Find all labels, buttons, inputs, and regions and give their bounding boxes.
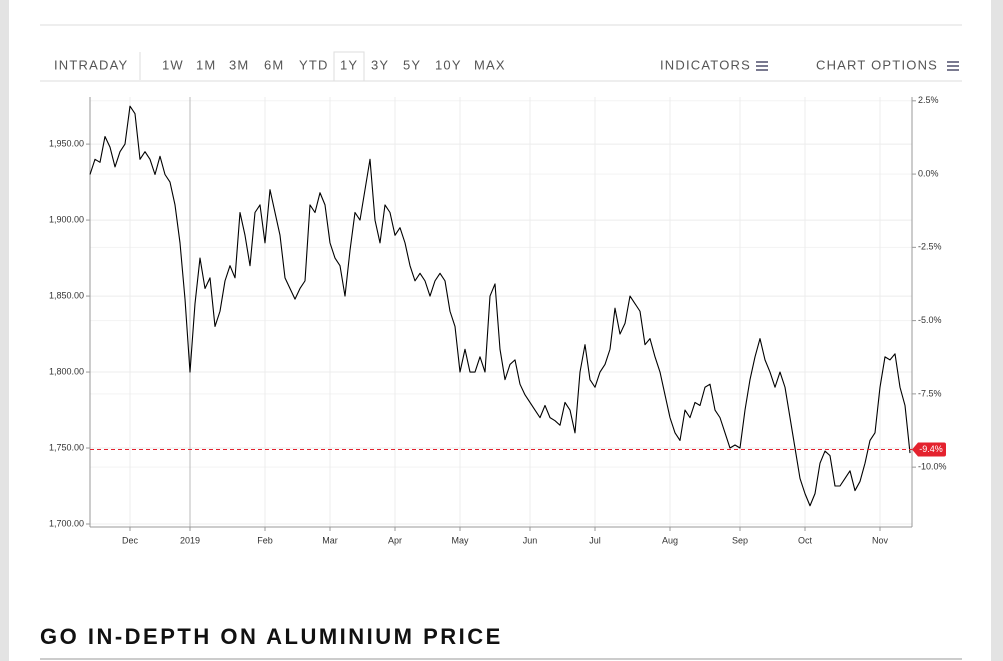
menu-icon xyxy=(947,61,959,71)
y-tick-label: 1,950.00 xyxy=(49,138,84,148)
x-tick-label: Nov xyxy=(872,535,889,545)
x-tick-label: Apr xyxy=(388,535,402,545)
range-button[interactable]: MAX xyxy=(474,57,506,72)
menu-icon xyxy=(756,61,768,71)
chart: 1,700.00 1,750.00 1,800.00 1,850.00 1,900.00… xyxy=(49,95,947,545)
x-tick-label: Mar xyxy=(322,535,338,545)
x-tick-label: Oct xyxy=(798,535,813,545)
y2-tick-label: -5.0% xyxy=(918,315,942,325)
section-heading: GO IN-DEPTH ON ALUMINIUM PRICE xyxy=(40,624,503,649)
y2-tick-label: -2.5% xyxy=(918,242,942,252)
y-tick-label: 1,800.00 xyxy=(49,366,84,376)
chart-options-button[interactable]: CHART OPTIONS xyxy=(816,57,938,72)
y-tick-label: 1,900.00 xyxy=(49,214,84,224)
x-tick-label: Aug xyxy=(662,535,678,545)
x-tick-label: Jul xyxy=(589,535,601,545)
x-tick-label: Dec xyxy=(122,535,139,545)
range-button[interactable]: YTD xyxy=(299,57,329,72)
x-tick-label: Feb xyxy=(257,535,273,545)
range-button[interactable]: 3Y xyxy=(371,57,389,72)
toolbar: INTRADAY 1W 1M 3M 6M YTD 1Y 3Y 5Y 10Y MAX xyxy=(54,51,506,82)
left-border xyxy=(0,0,9,661)
x-tick-label: May xyxy=(451,535,469,545)
range-button[interactable]: 3M xyxy=(229,57,249,72)
selected-range-box xyxy=(333,51,365,82)
x-tick-label: Jun xyxy=(523,535,538,545)
range-button[interactable]: 5Y xyxy=(403,57,421,72)
x-tick-label: 2019 xyxy=(180,535,200,545)
y-tick-label: 1,850.00 xyxy=(49,290,84,300)
current-label: -9.4% xyxy=(919,444,943,454)
indicators-button[interactable]: INDICATORS xyxy=(660,57,751,72)
range-button[interactable]: 1W xyxy=(162,57,184,72)
range-button[interactable]: INTRADAY xyxy=(54,57,128,72)
right-border xyxy=(991,0,1003,661)
current-tag xyxy=(912,442,946,457)
range-button[interactable]: 10Y xyxy=(435,57,462,72)
y2-tick-label: -10.0% xyxy=(918,462,947,472)
y2-tick-label: -7.5% xyxy=(918,388,942,398)
y2-tick-label: 2.5% xyxy=(918,95,939,105)
range-button[interactable]: 1M xyxy=(196,57,216,72)
x-tick-label: Sep xyxy=(732,535,748,545)
range-button[interactable]: 6M xyxy=(264,57,284,72)
range-button[interactable]: 1Y xyxy=(340,57,358,72)
y-tick-label: 1,750.00 xyxy=(49,442,84,452)
y2-tick-label: 0.0% xyxy=(918,168,939,178)
price-line xyxy=(89,105,911,507)
y-tick-label: 1,700.00 xyxy=(49,518,84,528)
